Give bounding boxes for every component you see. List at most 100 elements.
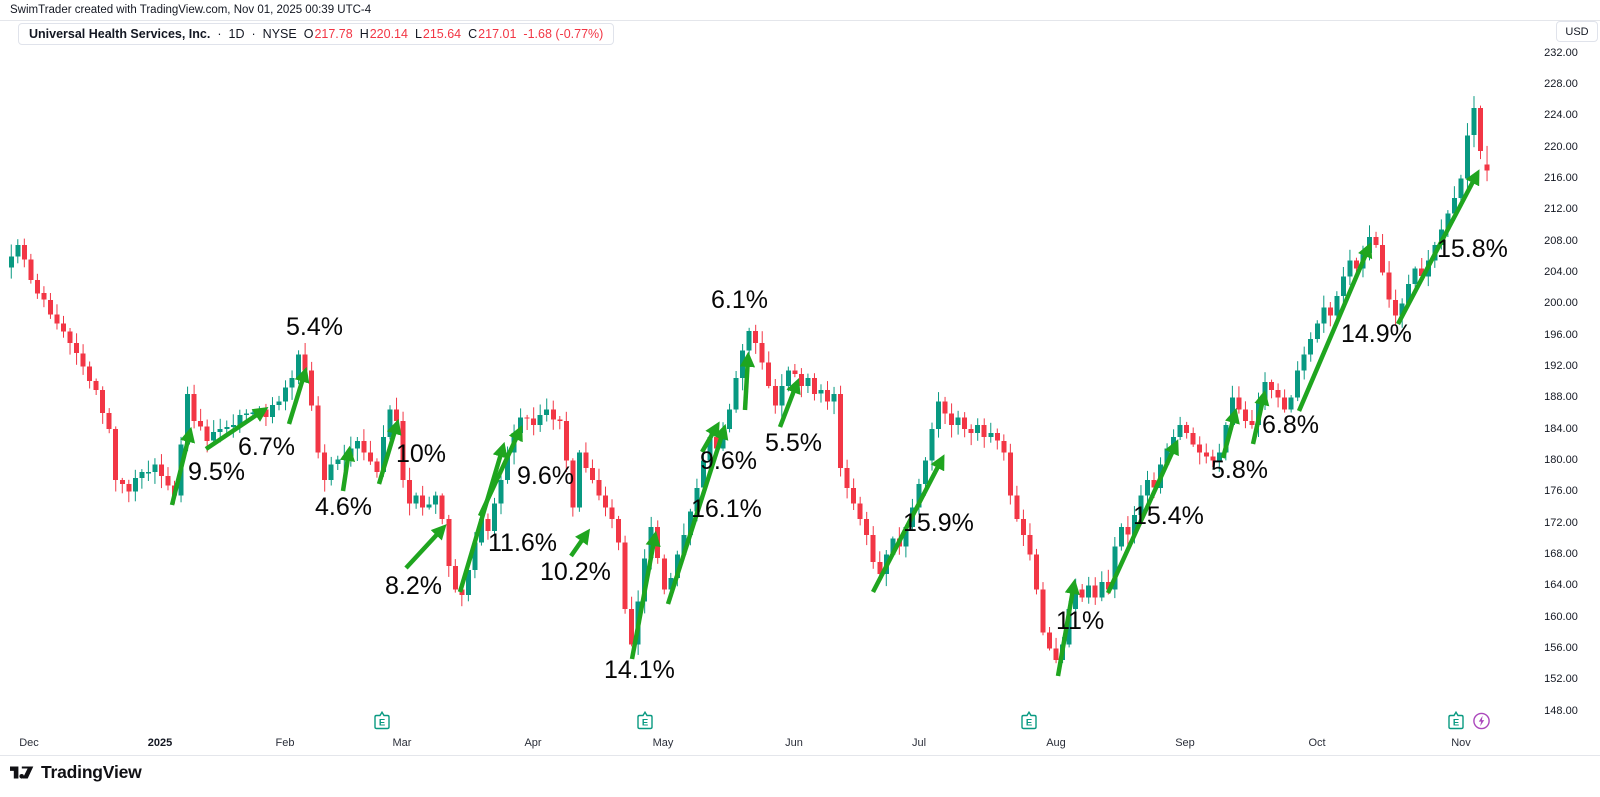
tradingview-logo[interactable]: TradingView [10, 762, 142, 783]
candle [753, 324, 759, 354]
month-label: Aug [1046, 737, 1066, 749]
legend-separator: · [217, 27, 222, 41]
month-label: Oct [1308, 737, 1326, 749]
trend-arrow[interactable] [1220, 407, 1240, 459]
interval-label[interactable]: 1D [228, 27, 245, 41]
percent-label[interactable]: 10.2% [540, 558, 611, 586]
trend-arrow[interactable] [1250, 389, 1270, 445]
percent-label[interactable]: 8.2% [385, 572, 442, 600]
trend-arrow[interactable] [204, 407, 269, 451]
trend-arrow[interactable] [477, 425, 523, 517]
candle [276, 395, 282, 411]
candle [230, 414, 236, 438]
trend-arrow[interactable] [777, 378, 801, 428]
earnings-icon[interactable]: E [373, 710, 393, 732]
percent-label[interactable]: 4.6% [315, 493, 372, 521]
percent-label[interactable]: 14.1% [604, 656, 675, 684]
candle [962, 412, 968, 438]
month-label: Nov [1451, 737, 1471, 749]
candle [492, 497, 497, 534]
candle [54, 304, 60, 330]
percent-label[interactable]: 11% [1056, 607, 1105, 635]
price-tick-label: 192.00 [1544, 360, 1578, 372]
trend-arrow[interactable] [376, 418, 402, 485]
trend-arrow[interactable] [339, 445, 356, 492]
candle [106, 408, 112, 434]
candle [400, 411, 406, 488]
candle [949, 403, 955, 438]
candle [766, 351, 772, 389]
percent-label[interactable]: 9.5% [188, 458, 245, 486]
price-tick-label: 228.00 [1544, 78, 1578, 90]
trend-arrow[interactable] [286, 366, 310, 425]
candlestick-series [8, 96, 1490, 664]
percent-label[interactable]: 5.8% [1211, 456, 1268, 484]
candle [733, 371, 739, 413]
candle [126, 479, 132, 503]
month-label: Sep [1175, 737, 1195, 749]
percent-label[interactable]: 15.9% [903, 509, 974, 537]
candle [759, 331, 765, 370]
exchange-label: NYSE [262, 27, 297, 41]
candle [1203, 443, 1209, 464]
trend-arrow[interactable] [1396, 169, 1480, 326]
percent-label[interactable]: 15.4% [1133, 502, 1204, 530]
trend-arrow[interactable] [1296, 242, 1373, 412]
symbol-name[interactable]: Universal Health Services, Inc. [29, 27, 211, 41]
candle [119, 477, 125, 494]
percent-label[interactable]: 11.6% [488, 529, 558, 557]
candle [74, 333, 80, 365]
candle [354, 437, 360, 461]
candle [1347, 249, 1353, 286]
trend-arrow[interactable] [169, 426, 196, 506]
candle [1210, 449, 1216, 467]
trend-arrow[interactable] [739, 351, 756, 411]
trend-arrow[interactable] [665, 423, 729, 605]
candle [1177, 416, 1183, 440]
trend-arrow[interactable] [871, 454, 945, 594]
trend-arrow[interactable] [569, 528, 591, 558]
trend-arrow[interactable] [1055, 578, 1080, 677]
time-scale[interactable]: Dec 2025 Feb Mar Apr May Jun Jul Aug Sep Oct Nov E E E… [0, 700, 1524, 755]
percent-label[interactable]: 5.4% [286, 313, 343, 341]
percent-label[interactable]: 9.6% [517, 462, 574, 490]
flash-icon[interactable] [1472, 710, 1492, 732]
open-value: O 217.78 [303, 27, 353, 41]
trend-arrow[interactable] [629, 530, 661, 660]
price-scale[interactable]: 232.00 228.00 224.00 220.00 216.00 212.00 208.… [1528, 0, 1600, 755]
percent-label[interactable]: 6.7% [238, 433, 295, 461]
candle [1484, 145, 1490, 182]
symbol-legend[interactable]: Universal Health Services, Inc. · 1D · N… [18, 23, 615, 45]
percent-label[interactable]: 6.1% [711, 286, 768, 314]
candle [831, 386, 837, 415]
candle [309, 361, 315, 411]
candle [629, 596, 635, 647]
trend-arrow[interactable] [1105, 439, 1179, 594]
trend-arrow[interactable] [404, 524, 447, 570]
candle [988, 422, 994, 443]
candle [537, 404, 543, 432]
earnings-icon[interactable]: E [636, 710, 656, 732]
percent-label[interactable]: 6.8% [1262, 411, 1319, 439]
earnings-icon[interactable]: E [1020, 710, 1040, 732]
earnings-icon[interactable]: E [1447, 710, 1467, 732]
footer-divider [0, 755, 1600, 756]
candle [361, 429, 367, 461]
percent-label[interactable]: 14.9% [1341, 320, 1412, 348]
trend-arrow[interactable] [457, 441, 508, 593]
candle [812, 373, 817, 401]
percent-label[interactable]: 9.6% [700, 447, 757, 475]
percent-label[interactable]: 16.1% [691, 495, 762, 523]
candle [557, 416, 563, 430]
currency-button[interactable]: USD [1556, 21, 1598, 42]
percent-label[interactable]: 15.8% [1437, 235, 1508, 263]
percent-label[interactable]: 5.5% [765, 429, 822, 457]
candle [772, 379, 778, 414]
price-tick-label: 208.00 [1544, 235, 1578, 247]
price-tick-label: 172.00 [1544, 517, 1578, 529]
candle [589, 459, 595, 484]
candle [975, 418, 981, 441]
candle [1112, 537, 1118, 599]
percent-label[interactable]: 10% [396, 440, 447, 468]
